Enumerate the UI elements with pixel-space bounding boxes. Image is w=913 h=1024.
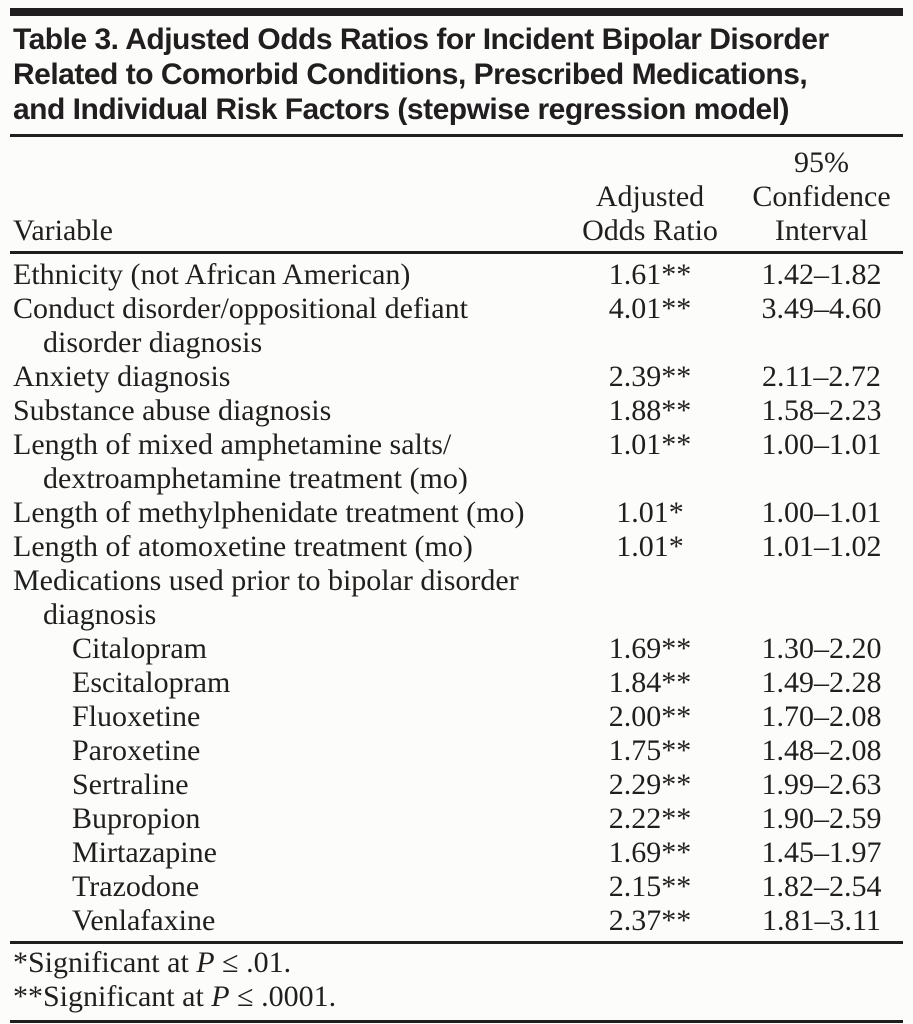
variable-cell: Length of atomoxetine treatment (mo) — [13, 530, 473, 563]
variable-cell: Venlafaxine — [72, 904, 216, 937]
table-row: Medications used prior to bipolar disord… — [10, 564, 903, 632]
variable-cell: Paroxetine — [72, 734, 201, 767]
header-divider — [10, 251, 903, 254]
adjusted-odds-ratio-cell: 2.00** — [608, 700, 692, 733]
footnote-threshold: ≤ .0001. — [229, 980, 337, 1013]
adjusted-odds-ratio-cell: 1.69** — [608, 836, 692, 869]
footnote: **Significant at P ≤ .0001. — [13, 980, 903, 1014]
table-row: Length of atomoxetine treatment (mo) 1.0… — [10, 530, 903, 564]
adjusted-odds-ratio-cell: 1.69** — [608, 632, 692, 665]
adjusted-odds-ratio-cell: 2.22** — [608, 802, 692, 835]
confidence-interval-cell: 3.49–4.60 — [761, 292, 882, 325]
confidence-interval-cell: 1.42–1.82 — [761, 258, 882, 291]
adjusted-odds-ratio-cell: 1.01* — [616, 496, 684, 529]
table-row: Paroxetine 1.75** 1.48–2.08 — [10, 734, 903, 768]
confidence-interval-cell: 1.58–2.23 — [761, 394, 882, 427]
footnote: *Significant at P ≤ .01. — [13, 946, 903, 980]
table-row: Substance abuse diagnosis 1.88** 1.58–2.… — [10, 394, 903, 428]
variable-cell: Trazodone — [72, 870, 200, 903]
table-row: Trazodone 2.15** 1.82–2.54 — [10, 870, 903, 904]
variable-cell: Length of mixed amphetamine salts/ dextr… — [13, 428, 468, 495]
table-row: Length of mixed amphetamine salts/ dextr… — [10, 428, 903, 496]
confidence-interval-cell: 1.00–1.01 — [761, 496, 882, 529]
variable-cell: Ethnicity (not African American) — [13, 258, 411, 291]
table-footnotes: *Significant at P ≤ .01. **Significant a… — [10, 944, 903, 1016]
table-header-row: Variable Adjusted Odds Ratio 95% Confide… — [10, 137, 903, 248]
table-row: Escitalopram 1.84** 1.49–2.28 — [10, 666, 903, 700]
confidence-interval-cell: 1.30–2.20 — [761, 632, 882, 665]
adjusted-odds-ratio-cell: 2.39** — [608, 360, 692, 393]
adjusted-odds-ratio-cell: 1.01** — [608, 428, 692, 461]
table-row: Bupropion 2.22** 1.90–2.59 — [10, 802, 903, 836]
table-row: Citalopram 1.69** 1.30–2.20 — [10, 632, 903, 666]
confidence-interval-cell: 1.49–2.28 — [761, 666, 882, 699]
table-row: Venlafaxine 2.37** 1.81–3.11 — [10, 904, 903, 938]
footnote-text: **Significant at — [13, 980, 212, 1013]
table-row: Ethnicity (not African American) 1.61** … — [10, 258, 903, 292]
confidence-interval-cell: 2.11–2.72 — [762, 360, 881, 393]
confidence-interval-cell: 1.01–1.02 — [761, 530, 882, 563]
column-header-variable: Variable — [13, 214, 113, 247]
variable-cell: Substance abuse diagnosis — [13, 394, 332, 427]
confidence-interval-cell: 1.00–1.01 — [761, 428, 882, 461]
table-title: Table 3. Adjusted Odds Ratios for Incide… — [13, 23, 829, 126]
adjusted-odds-ratio-cell: 4.01** — [608, 292, 692, 325]
footnote-text: *Significant at — [13, 946, 197, 979]
confidence-interval-cell: 1.70–2.08 — [761, 700, 882, 733]
footnote-p-symbol: P — [196, 946, 215, 979]
column-header-adjusted-odds-ratio: Adjusted Odds Ratio — [582, 180, 718, 247]
variable-cell: Escitalopram — [72, 666, 231, 699]
adjusted-odds-ratio-cell: 2.15** — [608, 870, 692, 903]
adjusted-odds-ratio-cell: 2.37** — [608, 904, 692, 937]
confidence-interval-cell: 1.81–3.11 — [762, 904, 881, 937]
adjusted-odds-ratio-cell: 1.75** — [608, 734, 692, 767]
footnote-p-symbol: P — [211, 980, 230, 1013]
variable-cell: Length of methylphenidate treatment (mo) — [13, 496, 525, 529]
table-body: Ethnicity (not African American) 1.61** … — [10, 254, 903, 938]
adjusted-odds-ratio-cell: 1.84** — [608, 666, 692, 699]
confidence-interval-cell: 1.48–2.08 — [761, 734, 882, 767]
confidence-interval-cell: 1.90–2.59 — [761, 802, 882, 835]
confidence-interval-cell: 1.45–1.97 — [761, 836, 882, 869]
adjusted-odds-ratio-cell: 1.88** — [608, 394, 692, 427]
variable-cell: Citalopram — [72, 632, 207, 665]
table-row: Sertraline 2.29** 1.99–2.63 — [10, 768, 903, 802]
body-divider — [10, 941, 903, 944]
table-row: Conduct disorder/oppositional defiant di… — [10, 292, 903, 360]
variable-cell: Medications used prior to bipolar disord… — [13, 564, 519, 631]
variable-cell: Bupropion — [72, 802, 201, 835]
table-row: Anxiety diagnosis 2.39** 2.11–2.72 — [10, 360, 903, 394]
confidence-interval-cell: 1.82–2.54 — [761, 870, 882, 903]
table-row: Mirtazapine 1.69** 1.45–1.97 — [10, 836, 903, 870]
variable-cell: Conduct disorder/oppositional defiant di… — [13, 292, 468, 359]
variable-cell: Fluoxetine — [72, 700, 201, 733]
adjusted-odds-ratio-cell: 2.29** — [608, 768, 692, 801]
table-top-bar — [10, 8, 903, 16]
variable-cell: Anxiety diagnosis — [13, 360, 231, 393]
variable-cell: Sertraline — [72, 768, 189, 801]
adjusted-odds-ratio-cell: 1.61** — [608, 258, 692, 291]
adjusted-odds-ratio-cell: 1.01* — [616, 530, 684, 563]
footnote-threshold: ≤ .01. — [214, 946, 292, 979]
table-bottom-rule — [10, 1020, 903, 1023]
column-header-confidence-interval: 95% Confidence Interval — [752, 146, 891, 247]
confidence-interval-cell: 1.99–2.63 — [761, 768, 882, 801]
title-divider — [10, 134, 903, 137]
table-row: Length of methylphenidate treatment (mo)… — [10, 496, 903, 530]
table-row: Fluoxetine 2.00** 1.70–2.08 — [10, 700, 903, 734]
variable-cell: Mirtazapine — [72, 836, 217, 869]
